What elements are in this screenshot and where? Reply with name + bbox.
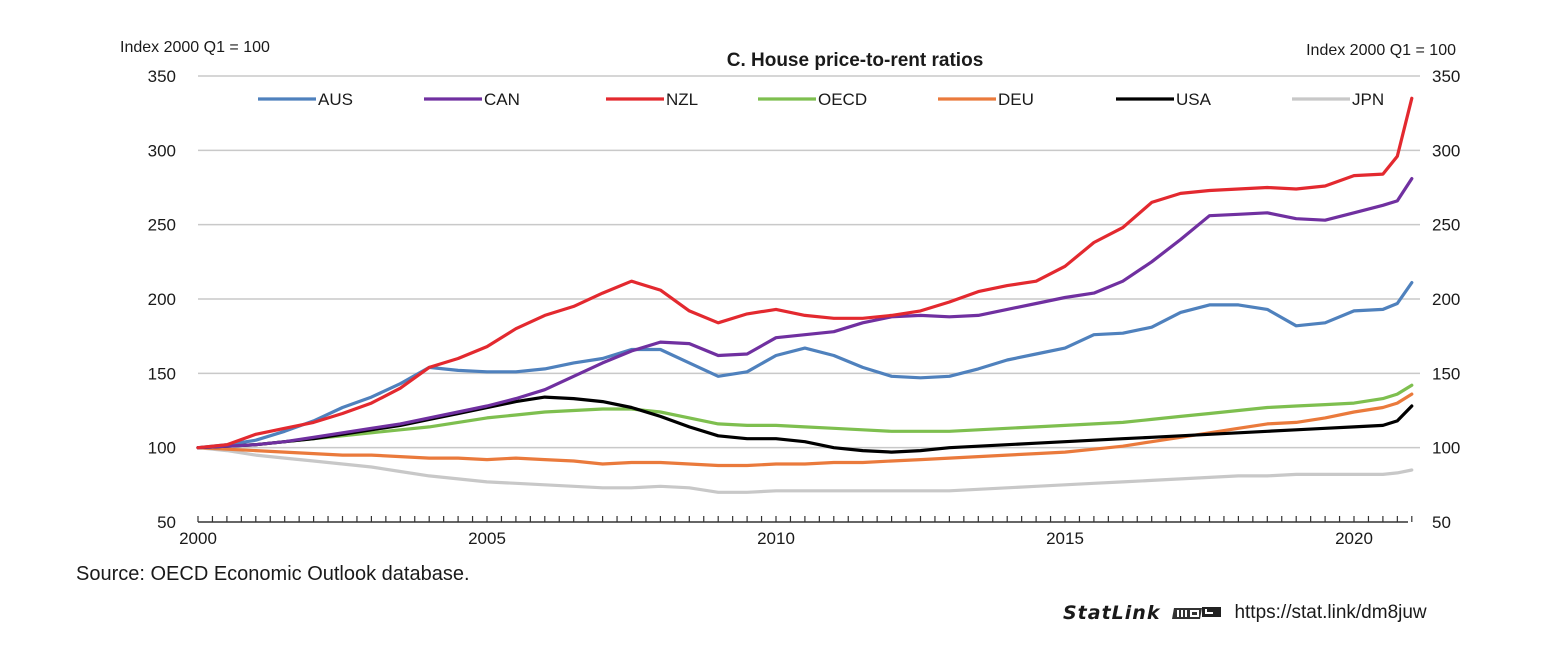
statlink-logo-icon	[1172, 607, 1222, 619]
statlink-url-link[interactable]: https://stat.link/dm8juw	[1234, 602, 1427, 623]
legend-item-aus: AUS	[258, 90, 353, 109]
x-tick-label: 2005	[468, 529, 506, 548]
legend: AUS CAN NZL OECD DEU USA JPN	[258, 90, 1384, 109]
y-tick-label-right: 250	[1432, 216, 1460, 235]
y-tick-label-left: 250	[148, 216, 176, 235]
legend-label: NZL	[666, 90, 698, 109]
x-tick-label: 2015	[1046, 529, 1084, 548]
legend-item-can: CAN	[424, 90, 520, 109]
legend-label: CAN	[484, 90, 520, 109]
legend-label: OECD	[818, 90, 867, 109]
statlink[interactable]: StatLink https://stat.link/dm8juw	[1063, 602, 1427, 624]
chart-svg: 2000 2005 2010 2015 2020 50 100 150 200 250 300 35…	[120, 39, 1460, 548]
legend-item-oecd: OECD	[758, 90, 867, 109]
x-axis: 2000 2005 2010 2015 2020	[179, 516, 1413, 548]
legend-item-jpn: JPN	[1292, 90, 1384, 109]
series-line-can	[196, 177, 1414, 450]
series-line-jpn	[196, 446, 1414, 494]
y-tick-label-left: 100	[148, 439, 176, 458]
series-line-usa	[196, 395, 1414, 454]
chart-title: C. House price-to-rent ratios	[727, 50, 984, 71]
source-note: Source: OECD Economic Outlook database.	[76, 563, 470, 585]
legend-label: AUS	[318, 90, 353, 109]
y-tick-label-right: 200	[1432, 290, 1460, 309]
series-line-deu	[196, 392, 1414, 468]
y-tick-label-right: 350	[1432, 67, 1460, 86]
x-tick-label: 2020	[1335, 529, 1373, 548]
gridlines	[198, 75, 1420, 449]
y-tick-label-left: 50	[157, 513, 176, 532]
legend-item-deu: DEU	[938, 90, 1034, 109]
legend-item-usa: USA	[1116, 90, 1212, 109]
series-line-nzl	[196, 96, 1414, 450]
statlink-wordmark: StatLink	[1063, 602, 1161, 624]
series-line-oecd	[196, 383, 1414, 450]
legend-label: DEU	[998, 90, 1034, 109]
y-tick-label-left: 200	[148, 290, 176, 309]
x-tick-label: 2010	[757, 529, 795, 548]
series-line-aus	[196, 281, 1414, 450]
y-tick-label-right: 150	[1432, 364, 1460, 383]
y-axis-right: 50 100 150 200 250 300 350	[1432, 67, 1460, 532]
x-tick-label: 2000	[179, 529, 217, 548]
y-axis-left: 50 100 150 200 250 300 350	[148, 67, 176, 532]
legend-label: USA	[1176, 90, 1212, 109]
y-axis-label-left: Index 2000 Q1 = 100	[120, 39, 270, 56]
legend-item-nzl: NZL	[606, 90, 698, 109]
y-axis-label-right: Index 2000 Q1 = 100	[1306, 42, 1456, 59]
y-tick-label-right: 50	[1432, 513, 1451, 532]
y-tick-label-left: 150	[148, 364, 176, 383]
series-lines	[196, 96, 1414, 494]
legend-label: JPN	[1352, 90, 1384, 109]
y-tick-label-right: 300	[1432, 141, 1460, 160]
y-tick-label-right: 100	[1432, 439, 1460, 458]
y-tick-label-left: 300	[148, 141, 176, 160]
y-tick-label-left: 350	[148, 67, 176, 86]
